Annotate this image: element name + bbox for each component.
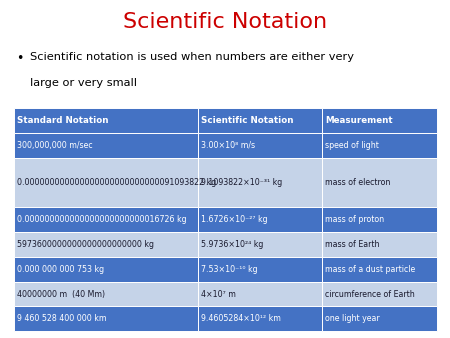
Bar xyxy=(198,282,322,307)
Bar xyxy=(14,232,198,257)
Bar xyxy=(198,207,322,232)
Text: 7.53×10⁻¹⁰ kg: 7.53×10⁻¹⁰ kg xyxy=(201,265,257,274)
Text: Measurement: Measurement xyxy=(325,116,393,125)
Text: Scientific Notation: Scientific Notation xyxy=(123,12,327,32)
Bar xyxy=(14,207,198,232)
Text: mass of a dust particle: mass of a dust particle xyxy=(325,265,416,274)
Bar xyxy=(14,108,198,133)
Text: 1.6726×10⁻²⁷ kg: 1.6726×10⁻²⁷ kg xyxy=(201,215,267,224)
Text: 5.9736×10²⁴ kg: 5.9736×10²⁴ kg xyxy=(201,240,263,249)
Text: Scientific Notation: Scientific Notation xyxy=(201,116,293,125)
Text: 0.000 000 000 753 kg: 0.000 000 000 753 kg xyxy=(17,265,104,274)
Bar xyxy=(198,108,322,133)
Text: 9.4605284×10¹² km: 9.4605284×10¹² km xyxy=(201,314,280,323)
Bar xyxy=(322,307,436,331)
Bar xyxy=(198,307,322,331)
Text: mass of electron: mass of electron xyxy=(325,178,391,187)
Bar xyxy=(322,232,436,257)
Bar xyxy=(198,257,322,282)
Text: 9.1093822×10⁻³¹ kg: 9.1093822×10⁻³¹ kg xyxy=(201,178,282,187)
Text: 40000000 m  (40 Mm): 40000000 m (40 Mm) xyxy=(17,290,105,298)
Text: mass of Earth: mass of Earth xyxy=(325,240,380,249)
Bar xyxy=(14,307,198,331)
Text: circumference of Earth: circumference of Earth xyxy=(325,290,415,298)
Text: large or very small: large or very small xyxy=(30,78,137,88)
Text: 3.00×10⁸ m/s: 3.00×10⁸ m/s xyxy=(201,141,255,150)
Bar xyxy=(322,133,436,158)
Bar xyxy=(198,133,322,158)
Bar xyxy=(198,158,322,207)
Text: Scientific notation is used when numbers are either very: Scientific notation is used when numbers… xyxy=(30,52,354,63)
Text: one light year: one light year xyxy=(325,314,380,323)
Bar xyxy=(322,108,436,133)
Text: 0.000000000000000000000000000091093822 kg: 0.000000000000000000000000000091093822 k… xyxy=(17,178,216,187)
Bar xyxy=(14,257,198,282)
Bar xyxy=(322,207,436,232)
Bar xyxy=(14,158,198,207)
Text: 9 460 528 400 000 km: 9 460 528 400 000 km xyxy=(17,314,106,323)
Text: 5973600000000000000000000 kg: 5973600000000000000000000 kg xyxy=(17,240,153,249)
Bar xyxy=(14,282,198,307)
Bar xyxy=(322,257,436,282)
Text: mass of proton: mass of proton xyxy=(325,215,385,224)
Bar xyxy=(322,158,436,207)
Bar xyxy=(322,282,436,307)
Bar xyxy=(14,133,198,158)
Text: speed of light: speed of light xyxy=(325,141,379,150)
Text: •: • xyxy=(16,52,23,65)
Bar xyxy=(198,232,322,257)
Text: 4×10⁷ m: 4×10⁷ m xyxy=(201,290,235,298)
Text: 300,000,000 m/sec: 300,000,000 m/sec xyxy=(17,141,92,150)
Text: Standard Notation: Standard Notation xyxy=(17,116,108,125)
Text: 0.000000000000000000000000016726 kg: 0.000000000000000000000000016726 kg xyxy=(17,215,186,224)
